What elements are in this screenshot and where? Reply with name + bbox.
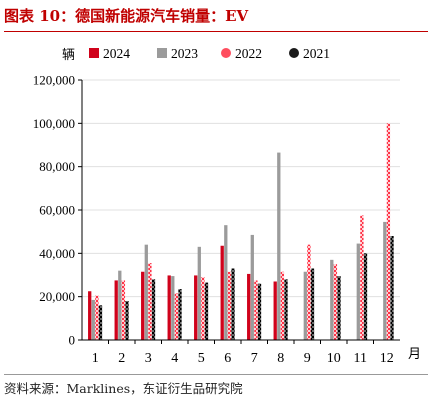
x-axis-ticks: 1 2 3 4 5 6 7 8 9 10 11 12: [92, 340, 394, 366]
bar-2021-month-3: [151, 279, 156, 340]
bar-2023-month-8: [277, 152, 281, 340]
bar-2023-month-9: [303, 271, 307, 340]
y-tick-label: 40,000: [39, 246, 75, 261]
bar-2023-month-4: [171, 276, 175, 340]
legend-marker-2024: [89, 48, 99, 58]
bar-2022-month-11: [360, 215, 364, 340]
bar-2021-month-5: [204, 282, 209, 340]
chart-legend: 2024 2023 2022 2021: [89, 46, 330, 61]
bar-2024-month-1: [88, 291, 92, 340]
bar-2023-month-12: [383, 221, 387, 340]
bar-2023-month-5: [197, 246, 201, 340]
y-tick-label: 80,000: [39, 159, 75, 174]
x-tick-label: 8: [277, 351, 284, 366]
bar-2021-month-4: [178, 289, 182, 340]
x-tick-label: 10: [327, 351, 341, 366]
title-divider: [4, 31, 428, 32]
bar-2021-month-10: [337, 276, 341, 340]
y-axis-unit: 辆: [62, 47, 75, 62]
bar-2022-month-4: [174, 293, 179, 340]
bar-2021-month-2: [125, 301, 129, 340]
x-unit-label: 月: [408, 346, 421, 361]
bar-2023-month-11: [356, 243, 360, 340]
bar-2021-month-6: [231, 268, 235, 340]
bar-2022-month-5: [201, 277, 205, 340]
bar-2024-month-7: [247, 273, 251, 340]
bar-2024-month-5: [194, 275, 198, 340]
bar-2022-month-12: [386, 123, 391, 340]
bar-2024-month-4: [167, 275, 171, 340]
bar-2022-month-1: [95, 295, 99, 340]
source-note: 资料来源：Marklines，东证衍生品研究院: [4, 381, 243, 396]
bar-2022-month-2: [121, 280, 126, 340]
legend-marker-2022: [221, 48, 231, 58]
legend-marker-2023: [157, 48, 167, 58]
legend-label-2024: 2024: [103, 46, 130, 61]
x-tick-label: 6: [224, 351, 231, 366]
bar-2023-month-10: [330, 259, 334, 340]
x-tick-label: 9: [304, 351, 311, 366]
bar-2021-month-11: [363, 253, 368, 340]
x-tick-label: 4: [171, 351, 178, 366]
bar-2024-month-2: [114, 280, 118, 340]
x-tick-label: 1: [92, 351, 99, 366]
bar-2022-month-10: [333, 264, 338, 340]
bar-2023-month-1: [91, 299, 95, 340]
y-unit-label: 辆: [62, 47, 75, 62]
x-tick-label: 12: [380, 351, 394, 366]
bar-2022-month-9: [307, 244, 311, 340]
bars: [88, 123, 394, 340]
bar-2021-month-9: [310, 268, 315, 340]
bar-2024-month-6: [220, 245, 224, 340]
x-tick-label: 2: [118, 351, 125, 366]
bar-2024-month-3: [141, 271, 145, 340]
gridlines: [82, 79, 400, 298]
y-tick-label: 0: [69, 333, 76, 348]
bar-2022-month-6: [227, 271, 232, 340]
y-tick-label: 120,000: [33, 73, 75, 88]
bar-2022-month-3: [148, 263, 152, 340]
y-tick-label: 100,000: [33, 116, 75, 131]
bar-2023-month-3: [144, 244, 148, 340]
y-tick-label: 60,000: [39, 203, 75, 218]
chart-title: 图表 10：德国新能源汽车销量：EV: [4, 7, 249, 25]
x-tick-label: 3: [145, 351, 152, 366]
legend-label-2021: 2021: [303, 46, 330, 61]
bar-2024-month-8: [273, 281, 277, 340]
legend-label-2023: 2023: [171, 46, 198, 61]
y-tick-label: 20,000: [39, 289, 75, 304]
bar-2021-month-7: [257, 283, 262, 340]
bar-2023-month-6: [224, 225, 228, 340]
bar-2021-month-8: [284, 279, 288, 340]
y-axis-ticks: 0 20,000 40,000 60,000 80,000 100,000 120,000: [33, 73, 82, 348]
x-tick-label: 7: [251, 351, 258, 366]
bar-2022-month-8: [280, 271, 285, 340]
bar-2022-month-7: [254, 280, 258, 340]
bar-2023-month-2: [118, 270, 122, 340]
bar-2021-month-12: [390, 236, 394, 340]
source-divider: [4, 374, 428, 375]
bar-2021-month-1: [98, 305, 103, 340]
x-tick-label: 5: [198, 351, 205, 366]
legend-marker-2021: [289, 48, 299, 58]
x-axis-unit: 月: [408, 346, 421, 361]
bar-chart: 2024 2023 2022 2021 辆 020,00040,00060,00080…: [33, 46, 421, 366]
legend-label-2022: 2022: [235, 46, 262, 61]
bar-2023-month-7: [250, 234, 254, 340]
x-tick-label: 11: [354, 351, 367, 366]
